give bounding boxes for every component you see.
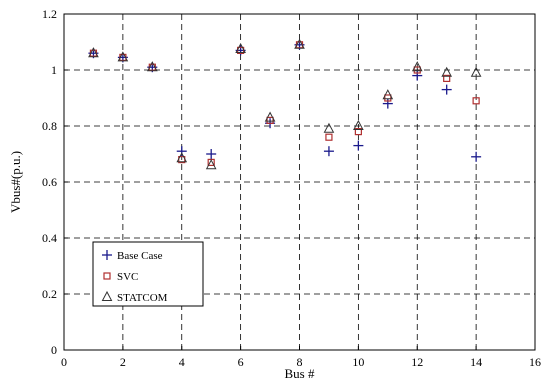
y-axis-ticks: 0 0.2 0.4 0.6 0.8 1 1.2: [42, 7, 68, 357]
x-tick-label: 6: [238, 355, 244, 369]
data-points: [88, 38, 482, 170]
data-point: [441, 84, 452, 95]
x-tick-label: 12: [411, 355, 423, 369]
legend-marker: [103, 272, 111, 280]
data-point: [88, 47, 99, 58]
y-tick-label: 0.6: [42, 175, 57, 189]
legend-label: STATCOM: [117, 292, 168, 304]
legend-marker: [101, 290, 113, 301]
legend-marker: [102, 250, 112, 260]
data-point: [117, 51, 129, 62]
data-point: [323, 146, 334, 157]
data-point: [206, 149, 217, 159]
data-point: [443, 74, 451, 83]
x-tick-label: 0: [61, 355, 67, 369]
data-point: [382, 98, 393, 109]
data-point: [411, 61, 423, 72]
data-point: [353, 140, 364, 151]
data-point: [413, 66, 421, 74]
y-axis-label: Vbus#(p.u.): [8, 151, 23, 213]
x-axis-ticks: 0 2 4 6 8 10 12 14 16: [61, 346, 541, 369]
data-point: [441, 66, 453, 77]
x-tick-label: 16: [529, 355, 541, 369]
y-tick-label: 1: [51, 63, 57, 77]
x-axis-label: Bus #: [285, 366, 315, 381]
data-point: [471, 151, 482, 162]
y-tick-label: 0.2: [42, 287, 57, 301]
data-point: [146, 61, 158, 72]
data-point: [266, 116, 274, 125]
data-point: [472, 97, 480, 105]
y-tick-label: 0: [51, 343, 57, 357]
legend-label: Base Case: [117, 250, 163, 262]
x-tick-label: 14: [470, 355, 482, 369]
data-point: [176, 152, 188, 163]
x-tick-label: 4: [179, 355, 185, 369]
series-statcom: [88, 38, 482, 170]
x-tick-label: 2: [120, 355, 126, 369]
y-tick-label: 0.8: [42, 119, 57, 133]
x-tick-label: 8: [297, 355, 303, 369]
data-point: [470, 66, 482, 77]
y-tick-label: 1.2: [42, 7, 57, 21]
x-tick-label: 10: [352, 355, 364, 369]
y-tick-label: 0.4: [42, 231, 57, 245]
data-point: [353, 119, 364, 130]
data-point: [235, 42, 246, 53]
data-point: [205, 159, 217, 170]
data-point: [294, 38, 305, 49]
data-point: [382, 89, 394, 100]
data-point: [354, 128, 362, 136]
legend-label: SVC: [117, 271, 138, 283]
data-point: [264, 111, 276, 122]
data-point: [325, 133, 333, 141]
data-point: [323, 122, 335, 133]
data-point: [176, 146, 187, 157]
data-point: [384, 94, 392, 102]
legend: Base Case SVC STATCOM: [92, 241, 204, 307]
data-point: [412, 70, 423, 81]
legend-box: [92, 241, 204, 307]
